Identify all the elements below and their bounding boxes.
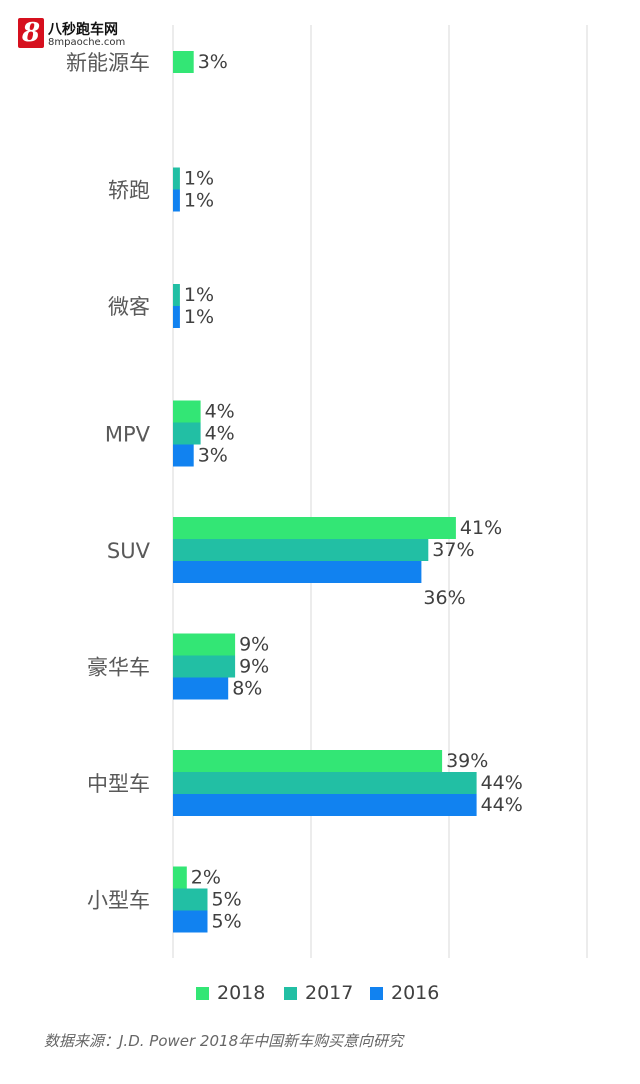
- data-label: 2%: [191, 867, 221, 889]
- legend-label-2017: 2017: [305, 982, 354, 1004]
- logo-url: 8mpaoche.com: [48, 37, 126, 48]
- data-label: 36%: [423, 587, 465, 609]
- bar: [173, 866, 187, 889]
- data-label: 44%: [481, 794, 523, 816]
- bar: [173, 167, 180, 190]
- data-label: 1%: [184, 168, 214, 190]
- category-label: 微客: [108, 295, 150, 319]
- data-label: 3%: [198, 51, 228, 73]
- chart-legend: 2018 2017 2016: [0, 978, 640, 1008]
- bar: [173, 888, 208, 911]
- source-note: 数据来源：J.D. Power 2018年中国新车购买意向研究: [44, 1032, 404, 1050]
- data-label: 5%: [212, 889, 242, 911]
- bar: [173, 400, 201, 423]
- bar-chart: 新能源车 3%轿跑 1%1%微客 1%1%MPV4%4%3%SUV41%37%36%豪…: [66, 25, 588, 958]
- data-label: 9%: [239, 634, 269, 656]
- bar: [173, 539, 429, 561]
- legend-item-2016: 2016: [370, 978, 439, 1008]
- data-label: 39%: [446, 750, 488, 772]
- data-label: 1%: [184, 190, 214, 212]
- legend-swatch-2018: [196, 986, 209, 1000]
- bar: [173, 284, 180, 306]
- bar: [173, 677, 229, 700]
- data-label: 37%: [432, 539, 474, 561]
- legend-label-2018: 2018: [217, 982, 266, 1004]
- legend-item-2018: 2018: [196, 978, 265, 1008]
- category-label: 中型车: [87, 772, 150, 796]
- bar: [173, 517, 456, 539]
- data-label: 5%: [212, 911, 242, 933]
- bar: [173, 750, 443, 772]
- bar: [173, 51, 194, 73]
- category-label: 轿跑: [108, 179, 150, 203]
- data-label: 1%: [184, 284, 214, 306]
- bar: [173, 655, 236, 678]
- bar: [173, 772, 477, 794]
- category-label: 豪华车: [87, 656, 150, 680]
- data-label: 4%: [205, 423, 235, 445]
- data-label: 9%: [239, 656, 269, 678]
- legend-item-2017: 2017: [284, 978, 353, 1008]
- legend-swatch-2016: [370, 986, 383, 1000]
- data-label: 4%: [205, 401, 235, 423]
- bar: [173, 561, 422, 583]
- bar: [173, 189, 180, 212]
- bar: [173, 444, 194, 467]
- legend-label-2016: 2016: [391, 982, 440, 1004]
- category-label: 新能源车: [66, 51, 150, 75]
- bar: [173, 306, 180, 328]
- category-label: MPV: [105, 423, 151, 447]
- brand-logo: 8 八秒跑车网 8mpaoche.com: [18, 18, 158, 52]
- category-label: SUV: [107, 539, 151, 563]
- bar: [173, 910, 208, 933]
- logo-name: 八秒跑车网: [48, 22, 118, 38]
- data-label: 41%: [460, 517, 502, 539]
- data-label: 44%: [481, 772, 523, 794]
- data-label: 1%: [184, 306, 214, 328]
- legend-swatch-2017: [284, 986, 297, 1000]
- logo-mark: 8: [18, 18, 44, 48]
- bar: [173, 633, 236, 656]
- data-label: 3%: [198, 445, 228, 467]
- category-label: 小型车: [87, 889, 150, 913]
- bar: [173, 422, 201, 445]
- data-label: 8%: [232, 678, 262, 700]
- bar: [173, 794, 477, 816]
